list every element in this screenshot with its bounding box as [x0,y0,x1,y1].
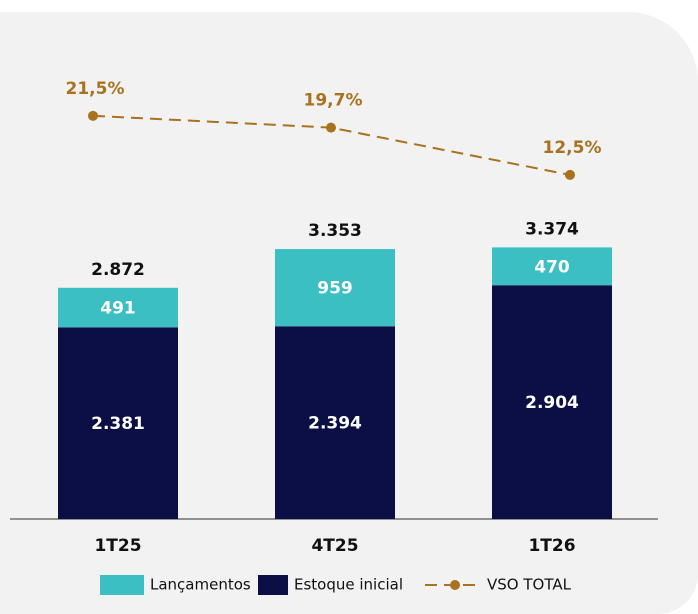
bar-segment [58,287,178,328]
bar-segment [275,326,395,519]
total-label: 3.374 [525,219,579,239]
x-tick-label: 1T26 [528,536,575,556]
legend-swatch [258,575,288,595]
legend-label: VSO TOTAL [487,576,572,594]
vso-label: 21,5% [66,79,125,99]
bar-segment [492,247,612,286]
legend-label: Lançamentos [150,576,251,594]
value-label: 2.394 [308,414,362,434]
x-tick-label: 4T25 [311,536,358,556]
bar-segment [275,249,395,327]
total-label: 2.872 [91,260,145,280]
legend-label: Estoque inicial [294,576,403,594]
legend-swatch [100,575,144,595]
value-label: 491 [100,299,136,319]
bar-segment [492,285,612,519]
vso-point [88,110,98,121]
value-label: 2.904 [525,393,579,413]
total-label: 3.353 [308,221,362,241]
value-label: 959 [317,279,353,299]
vso-label: 19,7% [304,91,363,111]
legend-dot [450,580,460,590]
vso-point [326,122,336,133]
vso-label: 12,5% [543,138,602,158]
x-tick-label: 1T25 [94,536,141,556]
bar-segment [58,327,178,519]
value-label: 470 [534,257,570,277]
value-label: 2.381 [91,414,145,434]
vso-point [565,169,575,180]
